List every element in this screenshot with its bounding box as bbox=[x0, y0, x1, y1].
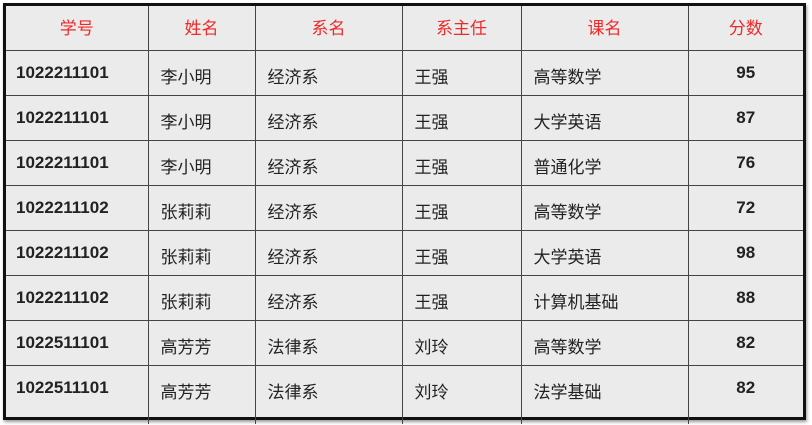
table-row: 1022511101 高芳芳 法律系 刘玲 高等数学 82 bbox=[6, 320, 803, 366]
column-header-student-name: 姓名 bbox=[147, 6, 256, 51]
cell-course-name: 大学英语 bbox=[520, 95, 689, 141]
cell-score: 87 bbox=[687, 95, 803, 141]
cell-course-name: 计算机基础 bbox=[520, 275, 689, 321]
cell-course-name: 高等数学 bbox=[520, 50, 689, 96]
cell-student-id: 1022211102 bbox=[6, 275, 149, 321]
cell-course-name: 普通化学 bbox=[520, 140, 689, 186]
cell-student-id: 1022211101 bbox=[6, 50, 149, 96]
cell-student-name: 高芳芳 bbox=[147, 320, 256, 366]
cell-student-name: 高芳芳 bbox=[147, 365, 256, 424]
cell-score: 76 bbox=[687, 140, 803, 186]
cell-department-name: 经济系 bbox=[254, 275, 403, 321]
cell-student-id: 1022211101 bbox=[6, 140, 149, 186]
cell-course-name: 高等数学 bbox=[520, 320, 689, 366]
cell-score: 82 bbox=[687, 365, 803, 424]
table-row: 1022211102 张莉莉 经济系 王强 计算机基础 88 bbox=[6, 275, 803, 321]
table-row: 1022211101 李小明 经济系 王强 普通化学 76 bbox=[6, 140, 803, 186]
cell-department-name: 经济系 bbox=[254, 50, 403, 96]
cell-student-id: 1022211102 bbox=[6, 185, 149, 231]
table-row: 1022211101 李小明 经济系 王强 高等数学 95 bbox=[6, 50, 803, 96]
cell-student-name: 李小明 bbox=[147, 140, 256, 186]
column-header-department-name: 系名 bbox=[254, 6, 403, 51]
column-header-score: 分数 bbox=[687, 6, 803, 51]
cell-department-name: 经济系 bbox=[254, 140, 403, 186]
cell-department-head: 王强 bbox=[401, 185, 522, 231]
cell-department-head: 刘玲 bbox=[401, 365, 522, 424]
table-row: 1022211101 李小明 经济系 王强 大学英语 87 bbox=[6, 95, 803, 141]
cell-department-name: 经济系 bbox=[254, 185, 403, 231]
cell-student-name: 李小明 bbox=[147, 50, 256, 96]
cell-student-name: 李小明 bbox=[147, 95, 256, 141]
header-row: 学号 姓名 系名 系主任 课名 分数 bbox=[6, 6, 803, 51]
cell-student-id: 1022511101 bbox=[6, 365, 149, 424]
cell-department-head: 王强 bbox=[401, 275, 522, 321]
column-header-student-id: 学号 bbox=[6, 6, 149, 51]
cell-student-id: 1022511101 bbox=[6, 320, 149, 366]
cell-student-name: 张莉莉 bbox=[147, 185, 256, 231]
cell-score: 72 bbox=[687, 185, 803, 231]
cell-department-head: 王强 bbox=[401, 50, 522, 96]
cell-student-id: 1022211101 bbox=[6, 95, 149, 141]
table-row: 1022211102 张莉莉 经济系 王强 高等数学 72 bbox=[6, 185, 803, 231]
cell-department-name: 法律系 bbox=[254, 320, 403, 366]
cell-student-name: 张莉莉 bbox=[147, 275, 256, 321]
table-row: 1022511101 高芳芳 法律系 刘玲 法学基础 82 bbox=[6, 365, 803, 424]
table-row: 1022211102 张莉莉 经济系 王强 大学英语 98 bbox=[6, 230, 803, 276]
cell-department-head: 王强 bbox=[401, 95, 522, 141]
cell-score: 88 bbox=[687, 275, 803, 321]
column-header-course-name: 课名 bbox=[520, 6, 689, 51]
cell-department-name: 法律系 bbox=[254, 365, 403, 424]
cell-department-head: 王强 bbox=[401, 140, 522, 186]
cell-course-name: 法学基础 bbox=[520, 365, 689, 424]
score-table: 学号 姓名 系名 系主任 课名 分数 1022211101 李小明 经济系 王强 高等数学 95 10… bbox=[6, 6, 803, 424]
cell-department-head: 刘玲 bbox=[401, 320, 522, 366]
score-table-frame: 学号 姓名 系名 系主任 课名 分数 1022211101 李小明 经济系 王强 高等数学 95 10… bbox=[3, 3, 806, 424]
cell-student-id: 1022211102 bbox=[6, 230, 149, 276]
cell-score: 82 bbox=[687, 320, 803, 366]
cell-course-name: 高等数学 bbox=[520, 185, 689, 231]
cell-score: 95 bbox=[687, 50, 803, 96]
cell-course-name: 大学英语 bbox=[520, 230, 689, 276]
cell-department-name: 经济系 bbox=[254, 95, 403, 141]
cell-department-head: 王强 bbox=[401, 230, 522, 276]
cell-student-name: 张莉莉 bbox=[147, 230, 256, 276]
cell-department-name: 经济系 bbox=[254, 230, 403, 276]
cell-score: 98 bbox=[687, 230, 803, 276]
column-header-department-head: 系主任 bbox=[401, 6, 522, 51]
